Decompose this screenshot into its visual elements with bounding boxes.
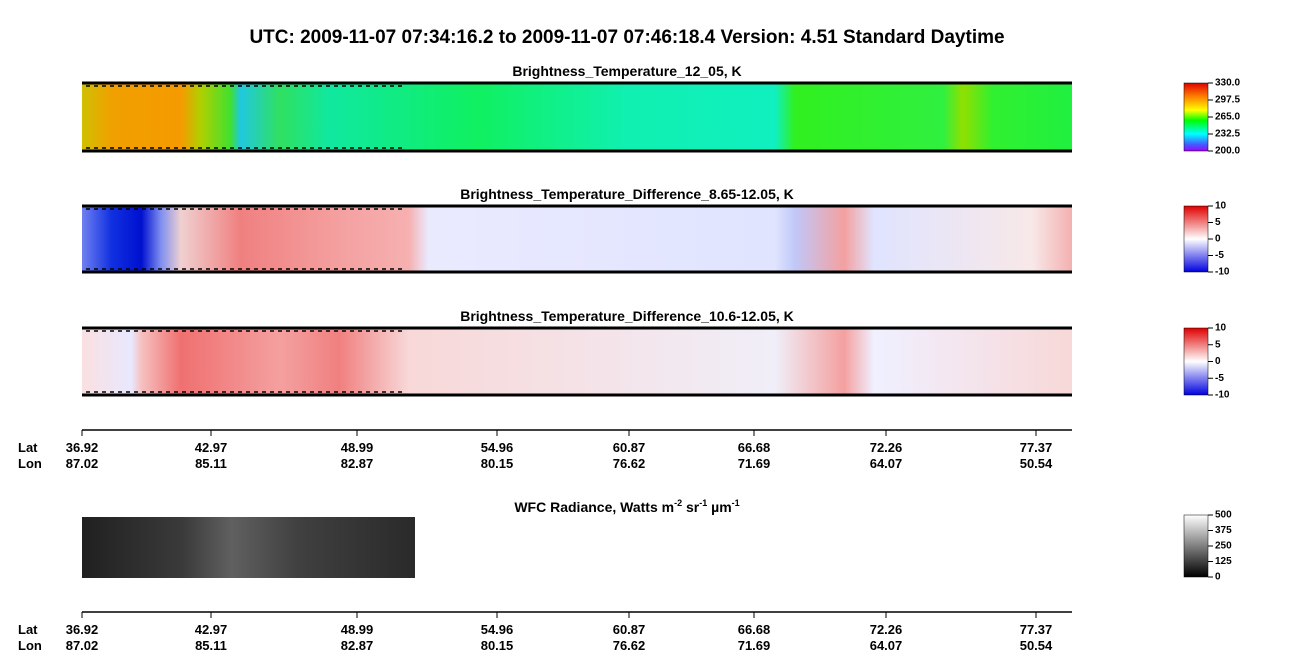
lon-label: 80.15: [481, 456, 514, 471]
axis-row-label: Lat: [18, 622, 38, 637]
panel-image: [82, 328, 1072, 395]
colorbar-label: 200.0: [1215, 146, 1240, 157]
title-sup: -1: [699, 498, 707, 508]
lon-label: 87.02: [66, 456, 99, 471]
lon-label: 71.69: [738, 638, 771, 653]
colorbar-label: 265.0: [1215, 112, 1240, 123]
panel-image: [82, 206, 1072, 272]
colorbar-label: 125: [1215, 556, 1232, 567]
lon-label: 87.02: [66, 638, 99, 653]
colorbar-label: 232.5: [1215, 129, 1240, 140]
title-part: sr: [682, 499, 700, 515]
lon-label: 76.62: [613, 456, 646, 471]
colorbar-label: 297.5: [1215, 95, 1240, 106]
colorbar-label: -5: [1215, 250, 1224, 261]
colorbar-label: 250: [1215, 541, 1232, 552]
axis-row-label: Lon: [18, 456, 42, 471]
colorbar-label: 5: [1215, 217, 1221, 228]
lon-label: 80.15: [481, 638, 514, 653]
axis-row-label: Lon: [18, 638, 42, 653]
lat-label: 77.37: [1020, 622, 1053, 637]
panel-title: Brightness_Temperature_12_05, K: [512, 63, 741, 79]
colorbar-label: 330.0: [1215, 78, 1240, 89]
title-sup: -2: [674, 498, 682, 508]
lat-label: 60.87: [613, 622, 646, 637]
lon-label: 85.11: [195, 638, 227, 653]
lon-label: 85.11: [195, 456, 227, 471]
colorbar-label: 0: [1215, 572, 1221, 583]
colorbar-label: -10: [1215, 267, 1230, 278]
lon-label: 76.62: [613, 638, 646, 653]
lat-label: 66.68: [738, 622, 771, 637]
title-part: WFC Radiance, Watts m: [514, 499, 674, 515]
title-part: µm: [707, 499, 731, 515]
lon-label: 64.07: [870, 638, 903, 653]
lat-label: 66.68: [738, 440, 771, 455]
lat-label: 77.37: [1020, 440, 1053, 455]
lat-label: 42.97: [195, 440, 228, 455]
lon-label: 71.69: [738, 456, 771, 471]
colorbar-label: 5: [1215, 339, 1221, 350]
lon-label: 82.87: [341, 456, 374, 471]
wfc-title: WFC Radiance, Watts m-2 sr-1 µm-1: [514, 498, 739, 515]
lat-label: 72.26: [870, 622, 903, 637]
panel-title: Brightness_Temperature_Difference_8.65-1…: [460, 186, 794, 202]
colorbar-label: 375: [1215, 525, 1232, 536]
lon-label: 50.54: [1020, 456, 1053, 471]
colorbar-label: 10: [1215, 323, 1227, 334]
colorbar-label: 0: [1215, 356, 1221, 367]
axis-row-label: Lat: [18, 440, 38, 455]
lon-label: 64.07: [870, 456, 903, 471]
lat-label: 48.99: [341, 440, 374, 455]
colorbar-label: 10: [1215, 201, 1227, 212]
lat-label: 60.87: [613, 440, 646, 455]
colorbar-label: -10: [1215, 390, 1230, 401]
lat-label: 42.97: [195, 622, 228, 637]
panel-image: [82, 83, 1072, 151]
wfc-image: [82, 517, 415, 578]
colorbar: [1183, 327, 1209, 396]
lon-label: 82.87: [341, 638, 374, 653]
panel-title: Brightness_Temperature_Difference_10.6-1…: [460, 308, 794, 324]
colorbar-label: 0: [1215, 234, 1221, 245]
colorbar: [1183, 514, 1209, 578]
colorbar-label: 500: [1215, 510, 1232, 521]
title-sup: -1: [732, 498, 740, 508]
lat-label: 54.96: [481, 440, 514, 455]
page-title: UTC: 2009-11-07 07:34:16.2 to 2009-11-07…: [249, 27, 1004, 48]
colorbar: [1183, 82, 1209, 152]
lon-label: 50.54: [1020, 638, 1053, 653]
colorbar-label: -5: [1215, 373, 1224, 384]
lat-label: 54.96: [481, 622, 514, 637]
lat-label: 72.26: [870, 440, 903, 455]
lat-label: 48.99: [341, 622, 374, 637]
lat-label: 36.92: [66, 622, 99, 637]
colorbar: [1183, 205, 1209, 273]
lat-label: 36.92: [66, 440, 99, 455]
